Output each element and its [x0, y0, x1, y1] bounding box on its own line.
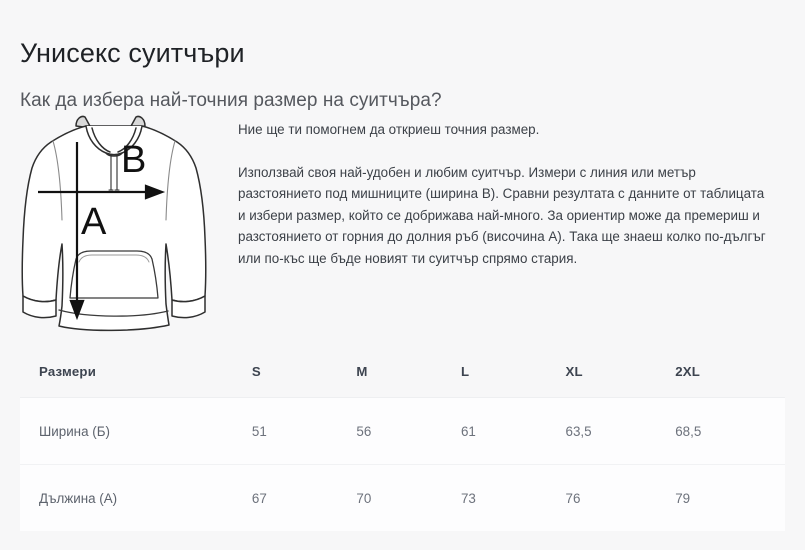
size-chart-head: Размери S M L XL 2XL [20, 345, 785, 398]
width-arrow-head [144, 184, 166, 200]
row-label-width: Ширина (Б) [39, 423, 110, 439]
column-header-xl: XL [565, 345, 676, 398]
size-chart-table: Размери S M L XL 2XL Ширина (Б) 51 56 61… [20, 345, 785, 531]
cell-length-m: 70 [356, 490, 372, 506]
page-title: Унисекс суитчъри [20, 38, 245, 69]
column-header-sizes: Размери [20, 345, 252, 398]
cell-width-s: 51 [251, 423, 267, 439]
column-header-2xl: 2XL [675, 345, 785, 398]
column-header-m: M [356, 345, 461, 398]
row-label-length: Дължина (А) [39, 490, 118, 506]
table-row: Дължина (А) 67 70 73 76 79 [20, 464, 785, 531]
height-arrow-head [69, 299, 85, 321]
cell-width-2xl: 68,5 [675, 423, 702, 439]
cell-length-2xl: 79 [675, 490, 691, 506]
cell-width-m: 56 [356, 423, 372, 439]
hoodie-diagram-svg: A B [21, 115, 207, 332]
measurement-arrows [38, 142, 166, 321]
cell-width-xl: 63,5 [565, 423, 592, 439]
size-chart-body: Ширина (Б) 51 56 61 63,5 68,5 Дължина (А… [20, 397, 785, 531]
column-header-l: L [460, 345, 566, 398]
cell-length-s: 67 [251, 490, 267, 506]
column-header-s: S [251, 345, 357, 398]
intro-text-block: Ние ще ти помогнем да откриеш точния раз… [238, 119, 770, 269]
height-label: A [81, 201, 107, 243]
cell-width-l: 61 [460, 423, 476, 439]
table-header-row: Размери S M L XL 2XL [20, 345, 785, 398]
intro-lead: Ние ще ти помогнем да откриеш точния раз… [238, 122, 540, 137]
intro-body: Използвай своя най-удобен и любим суитчъ… [238, 164, 766, 266]
page-subtitle: Как да избера най-точния размер на суитч… [20, 89, 442, 111]
width-label: B [121, 139, 146, 181]
cell-length-xl: 76 [565, 490, 581, 506]
hoodie-body-shape [21, 115, 207, 332]
table-row: Ширина (Б) 51 56 61 63,5 68,5 [20, 397, 785, 465]
hoodie-illustration: A B [18, 110, 210, 340]
cell-length-l: 73 [460, 490, 476, 506]
